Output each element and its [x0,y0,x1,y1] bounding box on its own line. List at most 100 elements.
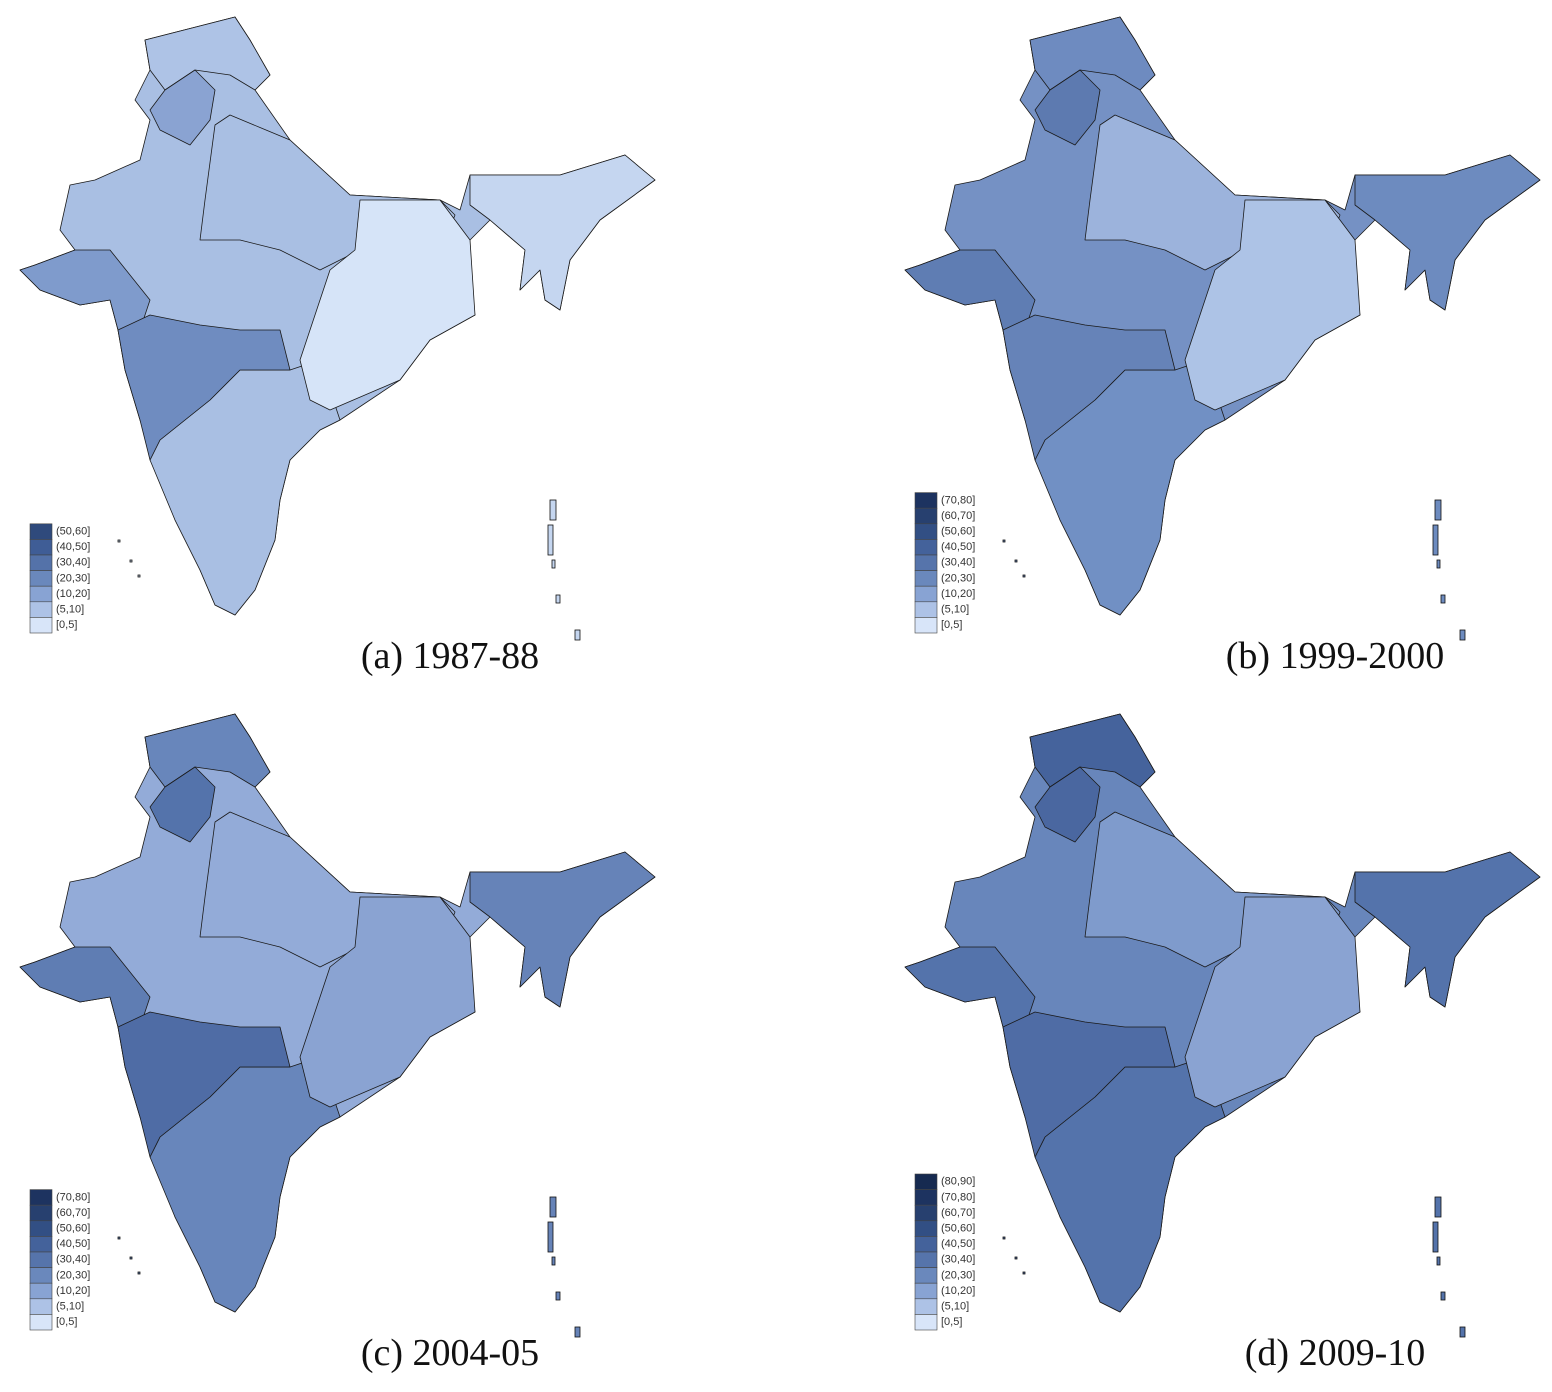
legend-swatch [29,1314,53,1331]
region [1002,1011,1176,1158]
island [129,1256,133,1260]
legend-label: (50,60] [941,526,975,538]
region [117,1011,291,1158]
legend-label: [0,5] [941,1316,962,1328]
region [1034,69,1101,146]
island [137,574,141,578]
map-panel: (80,90] (70,80] (60,70] (50,60] (40,50] (30,4… [904,713,1541,1374]
legend-label: [0,5] [56,619,77,631]
legend-label: (5,10] [941,1301,969,1313]
legend-label: (30,40] [56,1254,90,1266]
region [1354,851,1541,1008]
legend-label: [0,5] [56,1316,77,1328]
legend-swatch [29,554,53,571]
region [1184,199,1361,411]
island [1022,574,1026,578]
legend-label: (70,80] [941,494,975,506]
island [1459,629,1466,641]
legend-label: (30,40] [941,1254,975,1266]
legend-swatch [914,570,938,587]
island [1002,1236,1006,1240]
map-panel: (70,80] (60,70] (50,60] (40,50] (30,40] (20,3… [19,713,656,1374]
legend-label: (60,70] [941,510,975,522]
region [144,16,271,91]
caption: (d) 2009-10 [1245,1332,1425,1374]
legend-swatch [29,1267,53,1284]
legend-swatch [29,1204,53,1222]
island [117,539,121,543]
legend-label: (20,30] [941,572,975,584]
island [551,1256,556,1266]
region [469,154,656,311]
island [117,1236,121,1240]
legend-swatch [914,1220,938,1237]
legend-label: (40,50] [56,1238,90,1250]
legend-label: (80,90] [941,1176,975,1188]
legend-label: (5,10] [56,1301,84,1313]
island [1440,1291,1446,1301]
region [117,314,291,461]
island [547,1221,554,1253]
legend-swatch [914,1314,938,1331]
legend-swatch [914,1204,938,1222]
legend-label: [0,5] [941,619,962,631]
island [1002,539,1006,543]
legend-swatch [29,539,53,556]
island [1440,594,1446,604]
caption: (b) 1999-2000 [1226,635,1444,677]
island [1459,1326,1466,1338]
legend-swatch [914,1282,938,1300]
region [1184,896,1361,1108]
island [549,499,557,521]
island [1014,559,1018,563]
legend-label: (10,20] [941,1285,975,1297]
region [1002,314,1176,461]
map-panel: (50,60] (40,50] (30,40] (20,30] (10,20] (5,10… [19,16,656,677]
island [1432,524,1439,556]
caption: (a) 1987-88 [361,635,539,677]
legend-swatch [914,554,938,571]
legend-swatch [29,523,53,540]
region [1029,713,1156,788]
legend-label: (5,10] [56,604,84,616]
region [149,766,216,843]
island [1022,1271,1026,1275]
island [574,1326,581,1338]
island [137,1271,141,1275]
island [1432,1221,1439,1253]
region [299,199,476,411]
legend-label: (40,50] [941,1238,975,1250]
legend-swatch [914,601,938,618]
island [549,1196,557,1218]
map-panel: (70,80] (60,70] (50,60] (40,50] (30,40] (20,3… [904,16,1541,677]
legend-label: (70,80] [56,1191,90,1203]
legend-label: (20,30] [941,1269,975,1281]
legend-swatch [914,507,938,525]
island [1436,1256,1441,1266]
legend-label: (20,30] [56,572,90,584]
legend-swatch [914,539,938,556]
legend-label: (40,50] [941,541,975,553]
legend-label: (30,40] [941,557,975,569]
legend-swatch [914,617,938,634]
legend-label: (10,20] [56,588,90,600]
legend-label: (70,80] [941,1191,975,1203]
legend-swatch [29,601,53,618]
legend-swatch [29,1282,53,1300]
legend-label: (60,70] [56,1207,90,1219]
region [469,851,656,1008]
legend-swatch [914,492,938,509]
region [149,69,216,146]
legend-swatch [914,585,938,603]
island [555,594,561,604]
legend-label: (50,60] [941,1223,975,1235]
legend-swatch [914,1298,938,1315]
island [547,524,554,556]
legend-swatch [914,1173,938,1190]
legend-swatch [29,1298,53,1315]
legend-swatch [29,570,53,587]
legend-label: (30,40] [56,557,90,569]
island [1434,499,1442,521]
legend-swatch [29,1236,53,1253]
